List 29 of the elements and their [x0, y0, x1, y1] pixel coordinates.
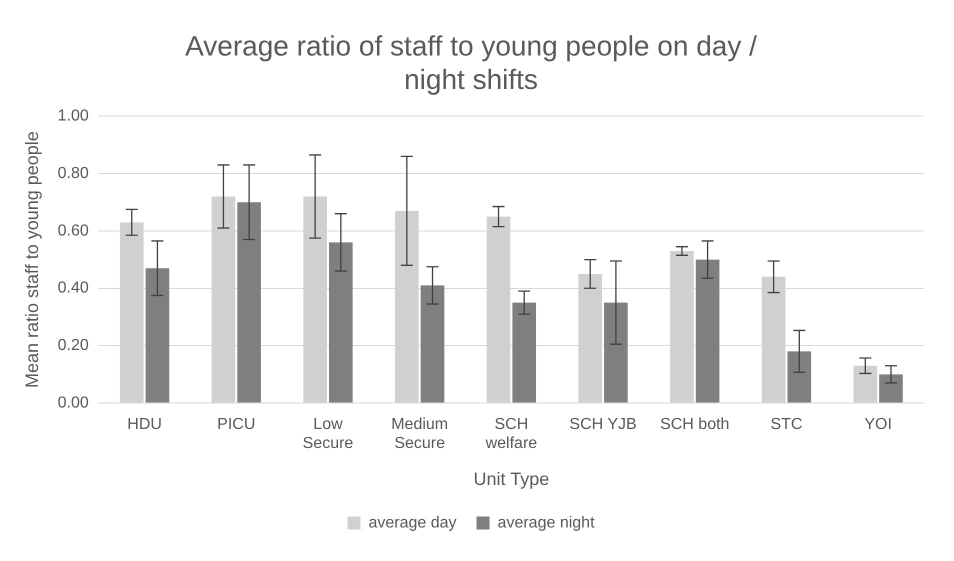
chart-title: Average ratio of staff to young people on day / night shifts [185, 30, 758, 96]
y-tick-label: 0.60 [58, 222, 89, 240]
bar [879, 374, 903, 402]
y-tick-label: 0.80 [58, 164, 89, 182]
bar [237, 202, 261, 402]
x-tick-label: STC [770, 416, 802, 434]
bar [787, 351, 812, 402]
x-tick-label: SCH both [660, 416, 730, 434]
x-tick-label: SCH welfare [484, 416, 538, 452]
y-tick-label: 1.00 [58, 108, 89, 125]
y-tick-label: 0.00 [58, 394, 89, 412]
bar [696, 260, 720, 402]
bar [146, 268, 170, 402]
x-axis-title: Unit Type [474, 469, 550, 490]
y-tick-label: 0.40 [58, 280, 89, 297]
legend-label: average night [498, 514, 596, 532]
bar [604, 302, 628, 402]
x-tick-label: SCH YJB [569, 416, 637, 434]
bar [329, 242, 353, 402]
legend-label: average day [368, 514, 457, 532]
x-tick-label: HDU [127, 416, 162, 434]
x-tick-label: Medium Secure [391, 416, 448, 452]
x-tick-label: YOI [864, 416, 892, 434]
x-tick-label: Low Secure [302, 416, 354, 452]
y-tick-label: 0.20 [58, 337, 89, 354]
bar [512, 302, 536, 402]
x-tick-label: PICU [217, 416, 256, 434]
y-axis-title: Mean ratio staff to young people [22, 131, 42, 388]
bar [420, 285, 444, 402]
